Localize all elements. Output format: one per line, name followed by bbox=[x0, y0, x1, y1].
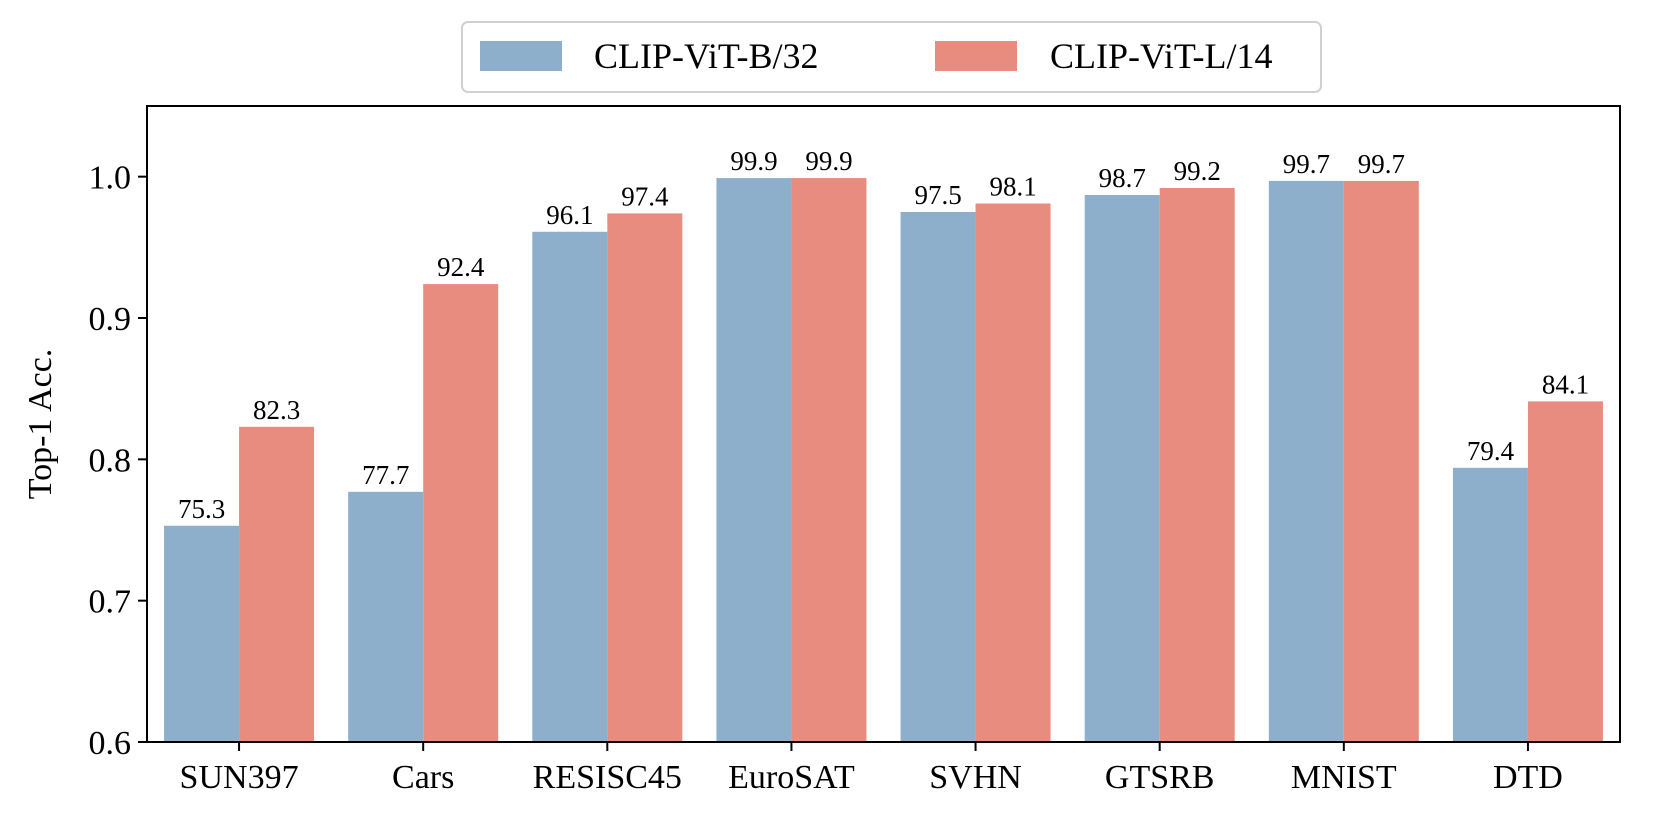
value-label-gtsrb-s1: 99.2 bbox=[1174, 156, 1221, 186]
value-label-eurosat-s1: 99.9 bbox=[805, 146, 852, 176]
value-label-resisc45-s0: 96.1 bbox=[546, 200, 593, 230]
value-label-gtsrb-s0: 98.7 bbox=[1099, 163, 1146, 193]
bar-eurosat-s1 bbox=[791, 178, 867, 742]
value-label-dtd-s0: 79.4 bbox=[1467, 436, 1515, 466]
bar-svhn-s0 bbox=[900, 212, 976, 742]
x-axis: SUN397 Cars RESISC45 EuroSAT SVHN GTSRB MNIST D… bbox=[180, 742, 1563, 796]
y-axis-label: Top-1 Acc. bbox=[22, 349, 59, 500]
legend-swatch-l14 bbox=[935, 41, 1017, 71]
bar-mnist-s1 bbox=[1343, 180, 1419, 742]
bar-mnist-s0 bbox=[1268, 180, 1344, 742]
value-label-svhn-s0: 97.5 bbox=[914, 180, 961, 210]
value-label-mnist-s0: 99.7 bbox=[1283, 149, 1330, 179]
x-tick-label-svhn: SVHN bbox=[929, 759, 1022, 796]
bar-dtd-s1 bbox=[1527, 401, 1603, 742]
bars bbox=[164, 178, 1603, 743]
x-tick-label-sun397: SUN397 bbox=[180, 759, 299, 796]
y-tick-label: 0.7 bbox=[89, 584, 132, 621]
value-label-eurosat-s0: 99.9 bbox=[730, 146, 777, 176]
y-tick-label: 0.6 bbox=[89, 725, 132, 762]
value-label-mnist-s1: 99.7 bbox=[1358, 149, 1405, 179]
bar-resisc45-s0 bbox=[532, 231, 608, 742]
value-label-sun397-s0: 75.3 bbox=[178, 494, 225, 524]
x-tick-label-cars: Cars bbox=[392, 759, 454, 796]
legend-swatch-b32 bbox=[480, 41, 562, 71]
x-tick-label-eurosat: EuroSAT bbox=[728, 759, 855, 796]
bar-dtd-s0 bbox=[1452, 467, 1528, 742]
value-labels: 75.3 82.3 77.7 92.4 96.1 97.4 99.9 99.9 97.5 98.1… bbox=[178, 146, 1589, 524]
value-label-resisc45-s1: 97.4 bbox=[621, 181, 669, 211]
plot-frame bbox=[146, 105, 1621, 743]
x-tick-label-gtsrb: GTSRB bbox=[1105, 759, 1215, 796]
bar-sun397-s1 bbox=[239, 426, 315, 742]
value-label-sun397-s1: 82.3 bbox=[253, 395, 300, 425]
y-axis: 0.6 0.7 0.8 0.9 1.0 bbox=[89, 160, 147, 762]
y-tick-label: 0.8 bbox=[89, 442, 132, 479]
x-tick-label-mnist: MNIST bbox=[1291, 759, 1397, 796]
bar-resisc45-s1 bbox=[607, 213, 683, 742]
bar-gtsrb-s1 bbox=[1159, 187, 1235, 742]
bar-sun397-s0 bbox=[164, 525, 240, 742]
bar-cars-s0 bbox=[348, 491, 424, 742]
bar-cars-s1 bbox=[423, 284, 499, 742]
legend-frame bbox=[461, 21, 1322, 93]
legend-label-l14: CLIP-ViT-L/14 bbox=[1050, 36, 1273, 76]
bar-svhn-s1 bbox=[975, 203, 1051, 742]
value-label-cars-s1: 92.4 bbox=[437, 252, 485, 282]
bar-eurosat-s0 bbox=[716, 178, 792, 742]
value-label-cars-s0: 77.7 bbox=[362, 460, 409, 490]
value-label-dtd-s1: 84.1 bbox=[1542, 369, 1589, 399]
legend: CLIP-ViT-B/32 CLIP-ViT-L/14 bbox=[461, 21, 1322, 93]
y-tick-label: 1.0 bbox=[89, 160, 132, 197]
bar-gtsrb-s0 bbox=[1084, 195, 1160, 743]
y-tick-label: 0.9 bbox=[89, 301, 132, 338]
legend-label-b32: CLIP-ViT-B/32 bbox=[594, 36, 819, 76]
value-label-svhn-s1: 98.1 bbox=[989, 172, 1036, 202]
x-tick-label-resisc45: RESISC45 bbox=[533, 759, 682, 796]
x-tick-label-dtd: DTD bbox=[1493, 759, 1563, 796]
